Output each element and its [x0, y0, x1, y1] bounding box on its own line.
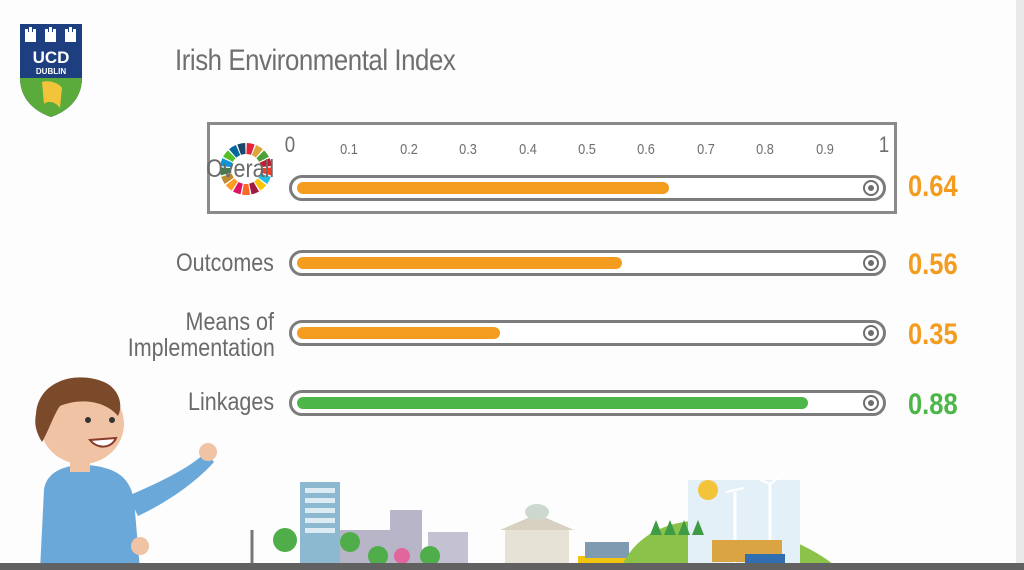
sdg-wheel-segment: [225, 178, 238, 191]
track-end-knob: [863, 395, 879, 411]
sdg-wheel-segment: [254, 178, 267, 191]
sdg-wheel-segment: [221, 173, 234, 185]
bar-track-means-of-implementation: [289, 320, 886, 346]
presenter-illustration: [35, 377, 217, 570]
sdg-wheel-segment: [229, 145, 241, 158]
illustration-scene: [35, 377, 840, 570]
bar-track-overall: [289, 175, 886, 201]
sdg-wheel-segment: [251, 145, 263, 158]
sdg-wheel-segment: [232, 181, 243, 195]
sdg-wheel-segment: [256, 150, 269, 162]
value-label-outcomes: 0.56: [908, 248, 958, 281]
tick-label: 0.8: [756, 141, 775, 158]
tick-label: 0.3: [459, 141, 478, 158]
chart-title: Irish Environmental Index: [175, 44, 456, 77]
tick-label: 0.9: [815, 141, 834, 158]
tick-label: 1: [878, 132, 890, 157]
tick-label: 0.1: [340, 141, 359, 158]
tick-label: 0.4: [518, 141, 537, 158]
bar-overall: [297, 182, 669, 194]
row-label-overall: Overall: [205, 155, 274, 183]
row-label-means-of-implementation: Means of Implementation: [127, 308, 275, 362]
tick-label: 0.6: [637, 141, 656, 158]
right-edge-strip: [1016, 0, 1024, 570]
value-label-linkages: 0.88: [908, 388, 958, 421]
sdg-wheel-segment: [237, 143, 246, 155]
bar-track-outcomes: [289, 250, 886, 276]
ucd-logo: UCD DUBLIN: [20, 24, 82, 117]
harp-icon: [42, 81, 62, 108]
sdg-wheel-segment: [258, 173, 271, 185]
sdg-wheel-segment: [259, 158, 272, 168]
track-end-knob: [863, 180, 879, 196]
value-label-overall: 0.64: [908, 170, 958, 203]
sdg-wheel-segment: [220, 167, 232, 176]
tick-label: 0.2: [399, 141, 418, 158]
sdg-wheel-segment: [249, 181, 260, 195]
bar-linkages: [297, 397, 808, 409]
sdg-wheel-segment: [246, 143, 255, 155]
sdg-wheel-segment: [223, 150, 236, 162]
tick-label: 0.5: [578, 141, 596, 158]
row-label-outcomes: Outcomes: [176, 249, 274, 277]
sdg-wheel-segment: [241, 183, 251, 195]
logo-ucd-text: UCD: [33, 48, 70, 67]
value-label-means-of-implementation: 0.35: [908, 318, 958, 351]
sdg-wheel-icon: [220, 143, 272, 195]
ground-line: [0, 563, 1024, 570]
tick-label: 0.7: [696, 141, 715, 158]
sdg-wheel-segment: [260, 167, 272, 176]
track-end-knob: [863, 325, 879, 341]
logo-dublin-text: DUBLIN: [36, 67, 66, 76]
tick-label: 0: [284, 132, 296, 157]
bar-outcomes: [297, 257, 622, 269]
track-end-knob: [863, 255, 879, 271]
row-label-linkages: Linkages: [187, 388, 274, 416]
sdg-wheel-segment: [220, 158, 233, 168]
bar-means-of-implementation: [297, 327, 500, 339]
bar-track-linkages: [289, 390, 886, 416]
